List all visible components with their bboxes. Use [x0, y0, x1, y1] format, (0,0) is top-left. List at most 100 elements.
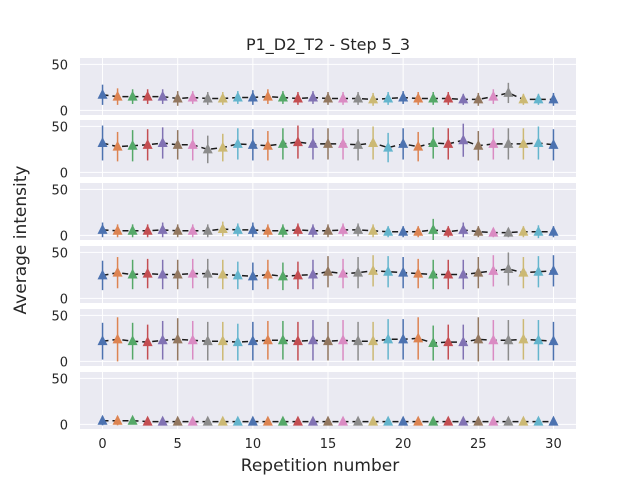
series-marks	[97, 123, 559, 164]
x-axis-ticks: 0 5 10 15 20 25 30	[98, 437, 561, 452]
data-point	[488, 264, 499, 275]
data-point	[187, 224, 198, 235]
data-point	[473, 93, 484, 104]
series-marks	[97, 414, 559, 426]
y-tick-label: 50	[51, 58, 68, 73]
data-point	[262, 90, 273, 101]
data-point	[458, 134, 469, 145]
data-point	[428, 92, 439, 103]
data-point	[488, 226, 499, 237]
data-point	[428, 136, 439, 147]
data-point	[323, 335, 333, 346]
data-point	[503, 262, 514, 273]
data-point	[262, 415, 273, 426]
data-point	[323, 415, 333, 426]
data-point	[202, 267, 213, 278]
data-point	[443, 137, 454, 148]
data-point	[368, 136, 379, 147]
y-tick-label: 50	[51, 309, 68, 324]
x-tick-label: 25	[470, 437, 487, 452]
data-point	[247, 138, 258, 149]
data-point	[488, 90, 499, 101]
data-point	[518, 415, 529, 426]
data-point	[247, 415, 258, 426]
data-point	[548, 415, 559, 426]
data-point	[307, 224, 318, 235]
data-point	[503, 415, 514, 426]
data-point	[187, 334, 198, 345]
data-point	[443, 415, 454, 426]
data-point	[307, 415, 318, 426]
data-point	[292, 269, 303, 280]
data-point	[548, 264, 559, 275]
series-marks	[97, 82, 559, 106]
data-point	[187, 91, 198, 102]
data-point	[142, 138, 153, 149]
data-point	[187, 415, 198, 426]
data-point	[232, 91, 243, 102]
data-point	[458, 223, 469, 234]
data-point	[368, 264, 379, 275]
data-point	[368, 224, 379, 235]
data-point	[307, 91, 318, 102]
data-point	[187, 138, 198, 149]
x-axis-label: Repetition number	[241, 456, 399, 476]
data-point	[142, 415, 153, 426]
data-point	[157, 90, 168, 101]
data-point	[202, 224, 213, 235]
data-point	[533, 265, 544, 276]
data-point	[172, 138, 183, 149]
data-point	[353, 92, 364, 103]
data-point	[247, 335, 258, 346]
data-point	[533, 93, 544, 104]
data-point	[217, 268, 228, 279]
data-point	[353, 335, 364, 346]
y-tick-label: 0	[60, 166, 68, 181]
data-point	[157, 415, 168, 426]
data-point	[127, 90, 138, 101]
data-point	[398, 333, 409, 344]
data-point	[413, 92, 424, 103]
y-tick-label: 0	[60, 418, 68, 433]
data-point	[97, 269, 108, 280]
data-point	[353, 266, 364, 277]
data-point	[97, 223, 108, 234]
data-point	[548, 93, 559, 104]
data-point	[473, 225, 484, 236]
data-point	[172, 333, 183, 344]
data-point	[262, 224, 273, 235]
data-point	[142, 267, 153, 278]
data-point	[262, 334, 273, 345]
data-point	[473, 415, 484, 426]
data-point	[338, 267, 349, 278]
data-point	[548, 335, 559, 346]
data-point	[157, 268, 168, 279]
subplot-6: 0 50	[51, 372, 576, 433]
data-point	[112, 90, 123, 101]
data-point	[503, 86, 514, 97]
data-point	[202, 92, 213, 103]
data-point	[127, 268, 138, 279]
data-point	[338, 92, 349, 103]
data-point	[202, 335, 213, 346]
data-point	[518, 93, 529, 104]
data-point	[292, 136, 303, 147]
data-point	[383, 225, 394, 236]
y-tick-label: 50	[51, 120, 68, 135]
data-point	[533, 334, 544, 345]
data-point	[217, 222, 228, 233]
data-point	[368, 415, 379, 426]
data-point	[187, 267, 198, 278]
data-point	[277, 415, 288, 426]
data-point	[368, 93, 379, 104]
data-point	[127, 139, 138, 150]
data-point	[383, 265, 394, 276]
subplot-5: 0 50	[51, 309, 576, 370]
data-point	[443, 92, 454, 103]
data-point	[247, 223, 258, 234]
data-point	[277, 224, 288, 235]
series-marks	[97, 252, 559, 291]
data-point	[157, 136, 168, 147]
subplot-4: 0 50	[51, 246, 576, 307]
